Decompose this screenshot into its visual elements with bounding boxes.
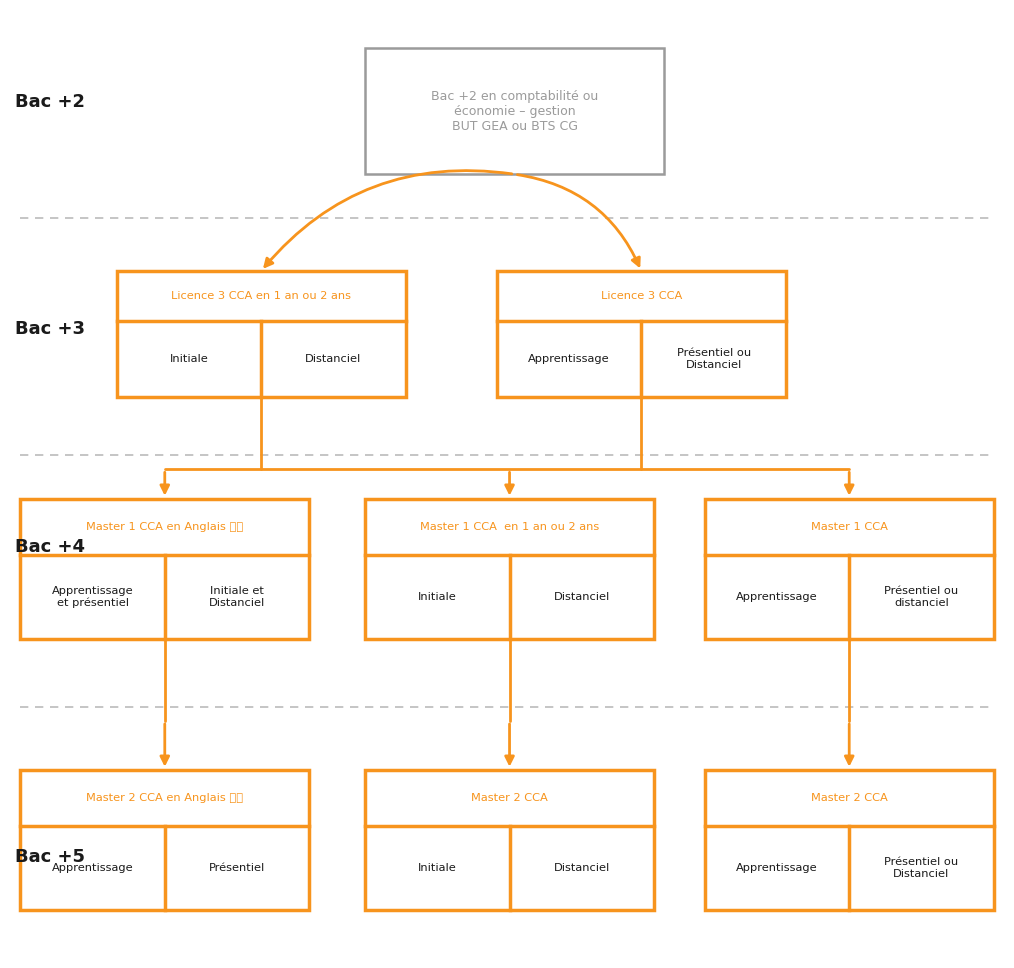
Bar bbox=[497, 271, 786, 397]
Bar bbox=[705, 770, 994, 910]
Text: Initiale et
Distanciel: Initiale et Distanciel bbox=[209, 586, 265, 608]
Bar bbox=[705, 499, 994, 639]
Bar bbox=[20, 499, 309, 639]
Text: Bac +2 en comptabilité ou
économie – gestion
BUT GEA ou BTS CG: Bac +2 en comptabilité ou économie – ges… bbox=[431, 90, 598, 133]
Text: Bac +3: Bac +3 bbox=[15, 320, 85, 338]
Text: Distanciel: Distanciel bbox=[305, 354, 361, 364]
Bar bbox=[117, 271, 406, 397]
Text: Master 1 CCA: Master 1 CCA bbox=[811, 522, 887, 531]
Text: Initiale: Initiale bbox=[169, 354, 208, 364]
Bar bbox=[365, 770, 654, 910]
Text: Apprentissage: Apprentissage bbox=[52, 862, 133, 873]
Text: Master 1 CCA en Anglais 🇬🇧: Master 1 CCA en Anglais 🇬🇧 bbox=[86, 522, 243, 531]
Text: Master 2 CCA: Master 2 CCA bbox=[472, 793, 548, 802]
Text: Master 2 CCA: Master 2 CCA bbox=[811, 793, 887, 802]
Bar bbox=[20, 770, 309, 910]
Text: Présentiel ou
Distanciel: Présentiel ou Distanciel bbox=[884, 857, 958, 879]
Text: Bac +2: Bac +2 bbox=[15, 93, 85, 110]
Text: Apprentissage
et présentiel: Apprentissage et présentiel bbox=[52, 586, 133, 608]
Text: Présentiel ou
distanciel: Présentiel ou distanciel bbox=[884, 586, 958, 608]
Text: Distanciel: Distanciel bbox=[554, 862, 609, 873]
Bar bbox=[365, 499, 654, 639]
Text: Apprentissage: Apprentissage bbox=[528, 354, 609, 364]
Text: Licence 3 CCA: Licence 3 CCA bbox=[600, 291, 682, 301]
Text: Distanciel: Distanciel bbox=[554, 591, 609, 602]
Text: Master 2 CCA en Anglais 🇬🇧: Master 2 CCA en Anglais 🇬🇧 bbox=[86, 793, 243, 802]
Bar bbox=[365, 48, 664, 174]
Text: Initiale: Initiale bbox=[418, 591, 456, 602]
Text: Présentiel: Présentiel bbox=[209, 862, 265, 873]
Text: Apprentissage: Apprentissage bbox=[736, 862, 817, 873]
Text: Master 1 CCA  en 1 an ou 2 ans: Master 1 CCA en 1 an ou 2 ans bbox=[420, 522, 599, 531]
Text: Initiale: Initiale bbox=[418, 862, 456, 873]
Text: Bac +4: Bac +4 bbox=[15, 538, 85, 556]
Text: Licence 3 CCA en 1 an ou 2 ans: Licence 3 CCA en 1 an ou 2 ans bbox=[171, 291, 351, 301]
Text: Bac +5: Bac +5 bbox=[15, 848, 85, 865]
Text: Présentiel ou
Distanciel: Présentiel ou Distanciel bbox=[676, 348, 750, 370]
Text: Apprentissage: Apprentissage bbox=[736, 591, 817, 602]
